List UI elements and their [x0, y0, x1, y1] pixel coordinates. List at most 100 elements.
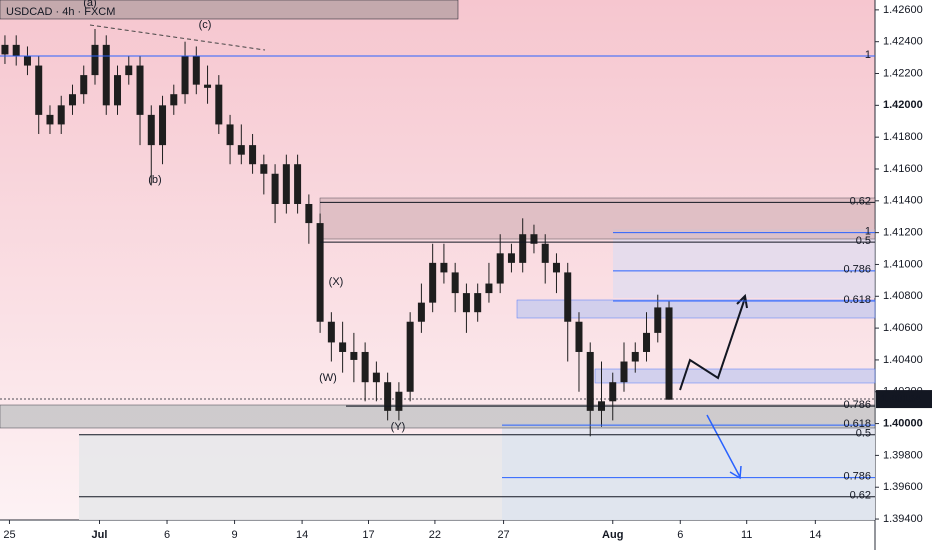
candle-body [417, 302, 425, 322]
zone [0, 404, 876, 429]
candle-body [260, 164, 268, 174]
candle-body [462, 293, 470, 313]
fib-level-label: 1 [865, 226, 871, 238]
candle-body [271, 173, 279, 204]
candle-body [519, 234, 527, 263]
candle-body [530, 234, 538, 244]
candle-body [620, 361, 628, 383]
y-tick-label: 1.41200 [883, 227, 923, 239]
candle-body [147, 114, 155, 146]
zone [502, 423, 875, 520]
y-tick-label: 1.41800 [883, 131, 923, 143]
candle-body [575, 321, 583, 352]
candle-body [643, 332, 651, 352]
price-axis [875, 0, 932, 550]
candle-body [215, 84, 223, 125]
zone [613, 229, 875, 298]
y-tick-label: 1.42400 [883, 36, 923, 48]
zone [0, 0, 459, 20]
candle-body [125, 65, 133, 76]
candle-body [46, 114, 54, 125]
x-tick-label: Aug [602, 529, 623, 541]
candle-body [316, 223, 324, 322]
candle-body [192, 56, 200, 85]
wave-label: (c) [199, 19, 212, 31]
x-tick-label: Jul [92, 529, 108, 541]
candle-body [541, 243, 549, 263]
zone [516, 299, 876, 319]
fib-level-label: 0.618 [843, 294, 871, 306]
fib-level-label: 0.786 [843, 471, 871, 483]
last-price-label: 1.40154 [881, 393, 922, 405]
trend-line [89, 24, 266, 51]
time-axis [0, 520, 875, 550]
wave-label: (b) [148, 174, 161, 186]
candle-body [159, 105, 167, 146]
candle-body [114, 75, 122, 106]
fib-level-label: 0.62 [850, 195, 871, 207]
candle-body [474, 293, 482, 313]
x-tick-label: 14 [809, 529, 821, 541]
candle-body [429, 262, 437, 303]
candle-body [350, 351, 358, 360]
wave-label: (W) [319, 372, 337, 384]
candle-body [451, 272, 459, 294]
candle-body [485, 283, 493, 294]
y-tick-label: 1.40000 [883, 417, 923, 429]
candle-body [361, 351, 369, 383]
candle-body [1, 44, 9, 55]
candle-body [35, 65, 43, 115]
fib-level-label: 0.786 [843, 399, 871, 411]
candle-body [305, 203, 313, 224]
chart-title: USDCAD · 4h · FXCM [6, 6, 115, 18]
candle-body [249, 145, 257, 165]
fib-level-label: 0.618 [843, 418, 871, 430]
wave-label: (Y) [391, 421, 406, 433]
fib-level-label: 0.5 [856, 428, 871, 440]
y-tick-label: 1.41400 [883, 195, 923, 207]
candle-body [91, 44, 99, 76]
y-tick-label: 1.41000 [883, 258, 923, 270]
y-tick-label: 1.39800 [883, 449, 923, 461]
y-tick-label: 1.42600 [883, 4, 923, 16]
x-tick-label: 27 [497, 529, 509, 541]
x-tick-label: 11 [741, 529, 752, 541]
y-tick-label: 1.40600 [883, 322, 923, 334]
candle-body [12, 44, 20, 57]
candle-body [586, 351, 594, 411]
y-tick-label: 1.40800 [883, 290, 923, 302]
candle-body [609, 382, 617, 402]
candle-body [181, 56, 189, 95]
candle-body [654, 307, 662, 333]
y-tick-label: 1.42000 [883, 99, 923, 111]
candle-body [339, 342, 347, 352]
candle-body [631, 351, 639, 362]
candle-body [372, 372, 380, 383]
candle-body [68, 94, 76, 106]
x-tick-label: 25 [3, 529, 15, 541]
candle-body [327, 321, 335, 343]
candle-body [57, 105, 65, 125]
candle-body [226, 124, 234, 146]
candle-body [496, 253, 504, 284]
x-tick-label: 9 [232, 529, 238, 541]
x-tick-label: 17 [362, 529, 374, 541]
candle-body [384, 382, 392, 411]
candles [1, 28, 673, 437]
fib-level-label: 0.62 [850, 490, 871, 502]
fib-level-label: 0.5 [856, 235, 871, 247]
candle-body [564, 272, 572, 322]
candle-body [294, 164, 302, 204]
candle-body [170, 94, 178, 106]
candle-body [406, 321, 414, 392]
wave-label: (a) [83, 0, 96, 9]
fib-level-label: 1 [865, 49, 871, 61]
wave-label: (X) [329, 276, 344, 288]
candle-body [440, 262, 448, 273]
candle-body [282, 164, 290, 204]
zone [594, 368, 876, 384]
candle-body [237, 145, 245, 155]
x-tick-label: 14 [296, 529, 308, 541]
y-tick-label: 1.39400 [883, 513, 923, 525]
